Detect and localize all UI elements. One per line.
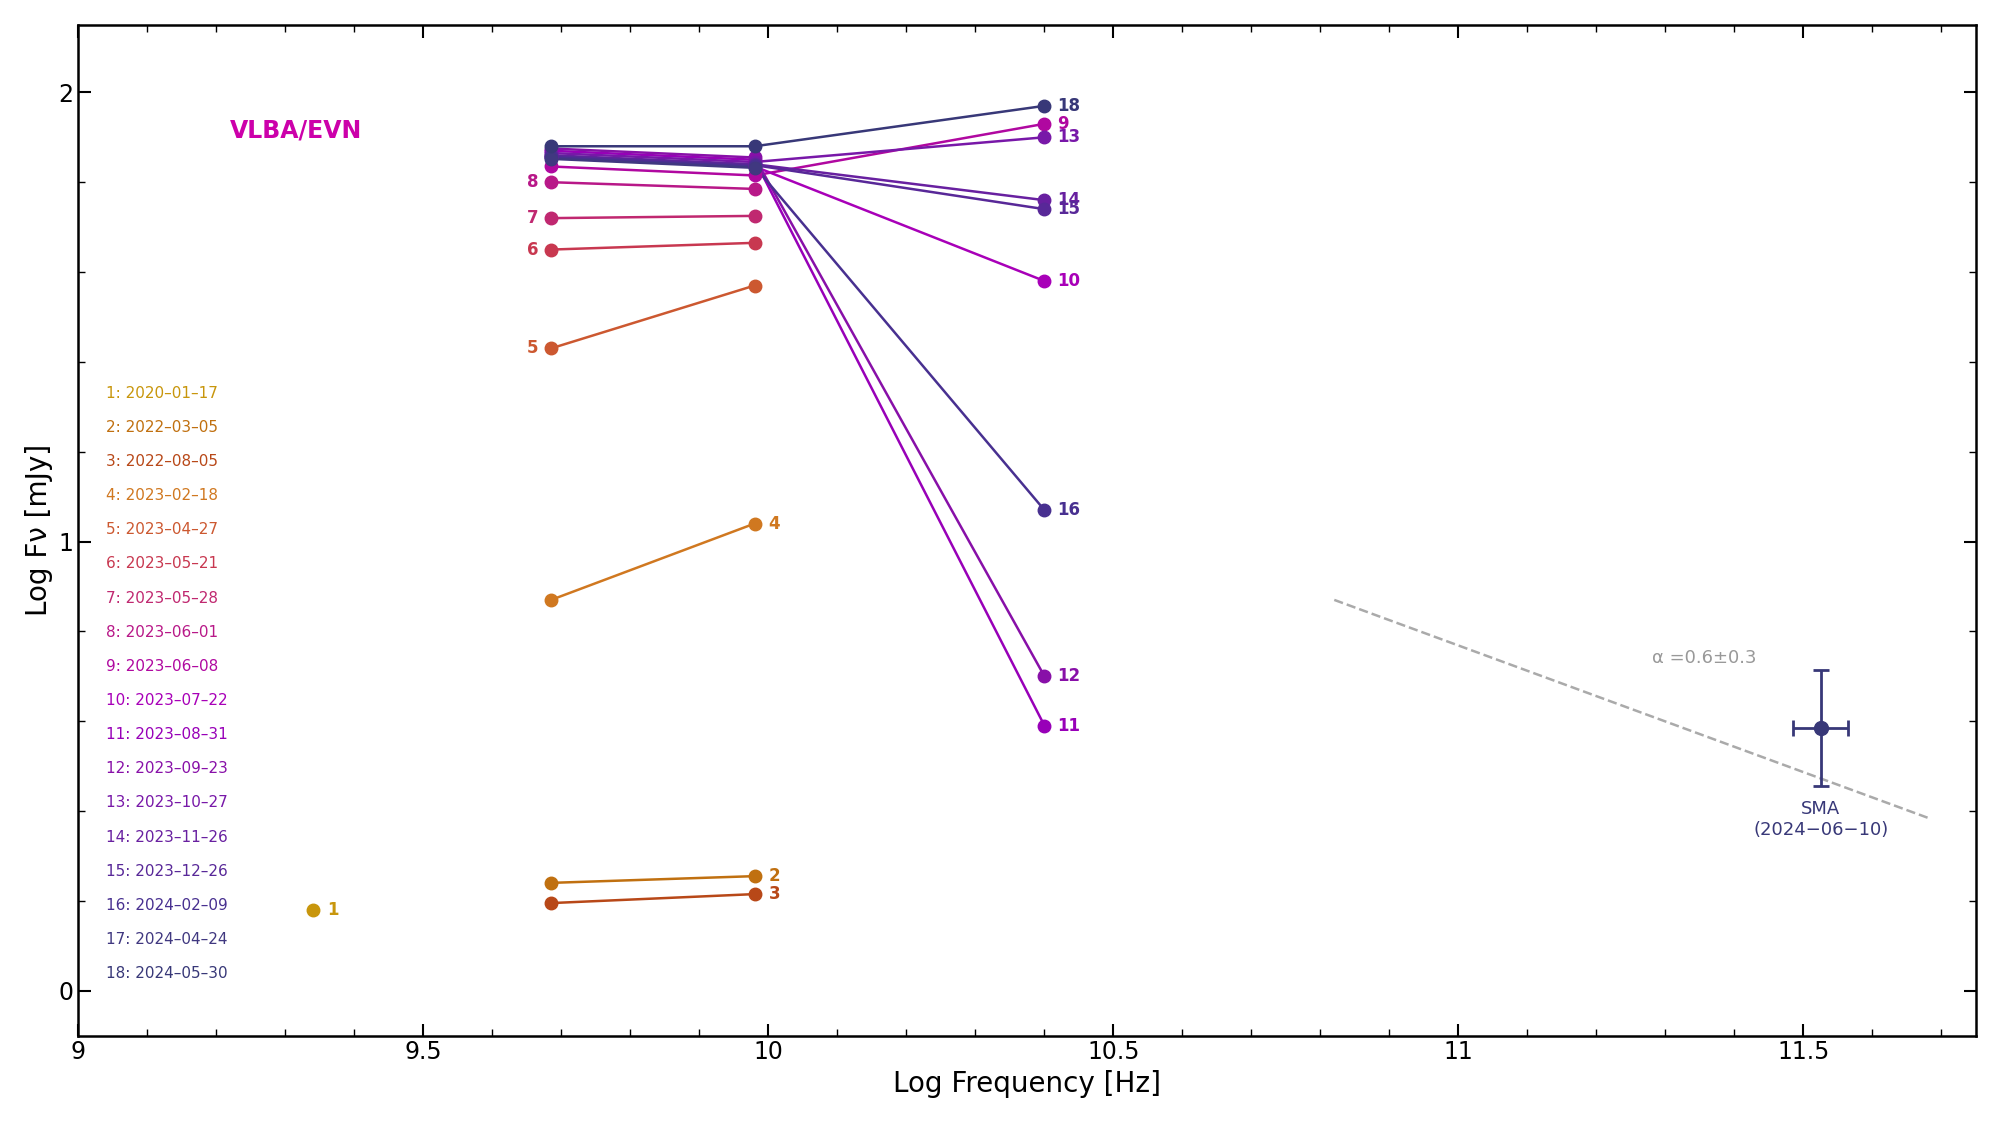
Text: 11: 11 [1057, 716, 1081, 734]
Text: 6: 2023–05–21: 6: 2023–05–21 [106, 557, 218, 572]
Text: 15: 2023–12–26: 15: 2023–12–26 [106, 864, 228, 878]
Text: 6: 6 [526, 240, 538, 258]
Text: 3: 2022–08–05: 3: 2022–08–05 [106, 454, 218, 469]
Text: 10: 2023–07–22: 10: 2023–07–22 [106, 693, 228, 707]
Text: 18: 2024–05–30: 18: 2024–05–30 [106, 966, 228, 982]
Text: 7: 7 [526, 209, 538, 227]
Text: VLBA/EVN: VLBA/EVN [230, 118, 362, 143]
Text: 5: 2023–04–27: 5: 2023–04–27 [106, 522, 218, 537]
Text: 8: 2023–06–01: 8: 2023–06–01 [106, 624, 218, 640]
Text: 10: 10 [1057, 272, 1081, 290]
Text: 14: 2023–11–26: 14: 2023–11–26 [106, 830, 228, 844]
Text: 8: 8 [526, 173, 538, 191]
Text: 1: 1 [326, 901, 338, 919]
Text: 1: 2020–01–17: 1: 2020–01–17 [106, 386, 218, 401]
Text: 15: 15 [1057, 200, 1081, 218]
Text: 16: 2024–02–09: 16: 2024–02–09 [106, 897, 228, 913]
Text: 7: 2023–05–28: 7: 2023–05–28 [106, 591, 218, 605]
Text: 12: 2023–09–23: 12: 2023–09–23 [106, 761, 228, 776]
Text: 3: 3 [768, 885, 780, 903]
Text: 9: 9 [1057, 115, 1069, 133]
Text: α =0.6±0.3: α =0.6±0.3 [1651, 649, 1757, 667]
Text: 18: 18 [1057, 97, 1081, 115]
Text: SMA
(2024−06−10): SMA (2024−06−10) [1753, 800, 1889, 839]
Text: 2: 2 [768, 867, 780, 885]
Text: 5: 5 [526, 339, 538, 357]
Text: 12: 12 [1057, 667, 1081, 685]
Text: 4: 4 [768, 514, 780, 532]
Text: 16: 16 [1057, 501, 1081, 519]
Text: 17: 2024–04–24: 17: 2024–04–24 [106, 932, 228, 947]
Text: 13: 13 [1057, 128, 1081, 146]
Text: 2: 2022–03–05: 2: 2022–03–05 [106, 420, 218, 435]
Text: 13: 2023–10–27: 13: 2023–10–27 [106, 795, 228, 811]
Y-axis label: Log Fν [mJy]: Log Fν [mJy] [24, 445, 52, 617]
Text: 9: 2023–06–08: 9: 2023–06–08 [106, 659, 218, 674]
Text: 14: 14 [1057, 191, 1081, 209]
Text: 11: 2023–08–31: 11: 2023–08–31 [106, 728, 228, 742]
X-axis label: Log Frequency [Hz]: Log Frequency [Hz] [892, 1070, 1161, 1098]
Text: 4: 2023–02–18: 4: 2023–02–18 [106, 489, 218, 503]
